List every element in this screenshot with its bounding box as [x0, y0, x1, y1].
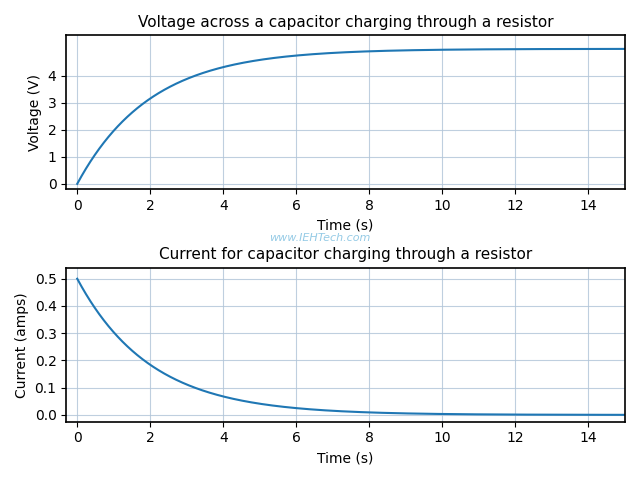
- Y-axis label: Current (amps): Current (amps): [15, 292, 29, 397]
- X-axis label: Time (s): Time (s): [317, 451, 374, 465]
- Title: Current for capacitor charging through a resistor: Current for capacitor charging through a…: [159, 248, 532, 263]
- X-axis label: Time (s): Time (s): [317, 218, 374, 232]
- Title: Voltage across a capacitor charging through a resistor: Voltage across a capacitor charging thro…: [138, 15, 554, 30]
- Y-axis label: Voltage (V): Voltage (V): [28, 74, 42, 151]
- Text: www.IEHTech.com: www.IEHTech.com: [269, 233, 371, 242]
